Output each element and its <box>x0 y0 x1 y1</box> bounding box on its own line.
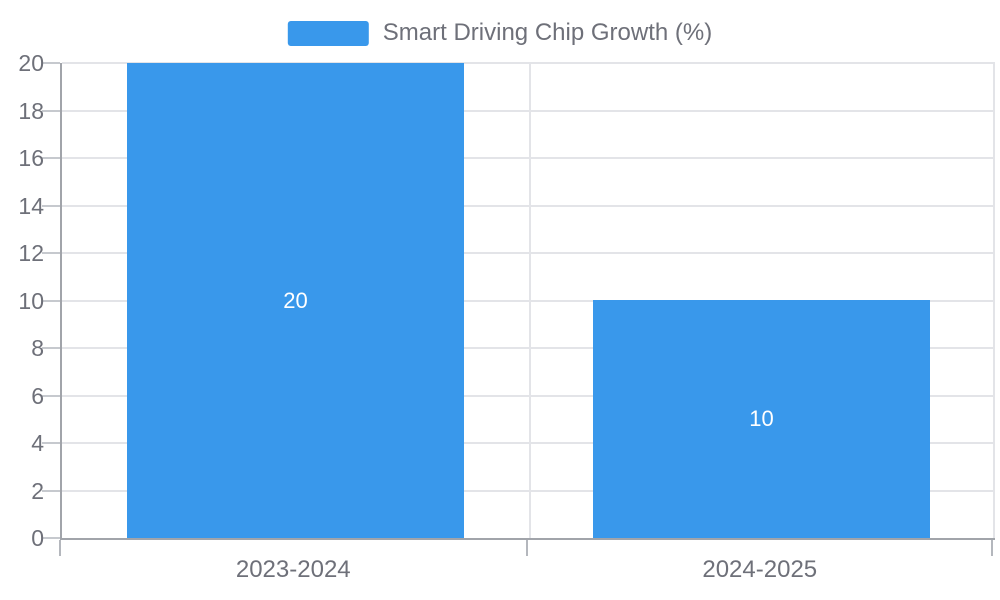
x-axis-tick <box>526 540 528 556</box>
y-axis-tick <box>42 204 60 207</box>
y-axis-tick <box>42 109 60 112</box>
y-axis-tick <box>42 394 60 397</box>
y-axis-tick-label: 8 <box>31 335 44 361</box>
y-axis-tick-label: 2 <box>31 477 44 504</box>
x-axis-tick <box>59 540 61 556</box>
y-axis-tick <box>42 252 60 254</box>
y-axis-tick-label: 12 <box>18 240 44 266</box>
bar-value-label: 10 <box>749 406 774 431</box>
y-axis-tick-label: 4 <box>31 430 44 456</box>
y-axis-tick-label: 18 <box>18 97 44 124</box>
gridline <box>529 63 531 538</box>
gridline <box>62 442 995 444</box>
x-axis-category-label: 2024-2025 <box>702 556 818 583</box>
legend[interactable]: Smart Driving Chip Growth (%) <box>287 19 713 47</box>
gridline <box>993 63 995 538</box>
legend-marker <box>287 20 369 46</box>
y-axis-tick-label: 6 <box>31 382 44 409</box>
plot-area: 20 10 <box>60 62 995 540</box>
gridline <box>62 394 995 397</box>
y-axis-tick <box>42 347 60 349</box>
y-axis-tick-label: 20 <box>18 50 44 76</box>
bar-value-label: 20 <box>283 287 308 313</box>
gridline <box>62 347 995 349</box>
gridline <box>62 62 995 64</box>
bar-2024-2025: 10 <box>593 300 930 538</box>
y-axis-tick <box>42 537 60 539</box>
y-axis-tick-label: 14 <box>18 192 44 219</box>
bar-2023-2024: 20 <box>127 63 464 538</box>
y-axis-tick <box>42 442 60 444</box>
gridline <box>62 489 995 492</box>
legend-label: Smart Driving Chip Growth (%) <box>382 19 713 46</box>
gridline <box>62 252 995 254</box>
y-axis-tick-label: 16 <box>18 145 44 171</box>
gridline <box>62 204 995 207</box>
y-axis-tick-label: 0 <box>31 525 44 551</box>
y-axis-tick <box>42 62 60 64</box>
gridline <box>62 299 995 302</box>
y-axis-tick-label: 10 <box>18 287 44 314</box>
gridline <box>62 109 995 112</box>
x-axis-tick <box>991 540 993 556</box>
y-axis-tick <box>42 489 60 492</box>
gridline <box>62 157 995 159</box>
y-axis-tick <box>42 299 60 302</box>
x-axis-category-label: 2023-2024 <box>235 556 351 583</box>
y-axis-tick <box>42 157 60 159</box>
